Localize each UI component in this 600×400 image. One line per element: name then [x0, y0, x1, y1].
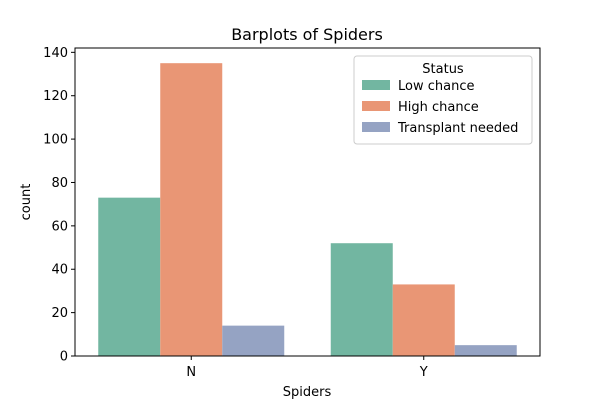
- bar-low-chance-y: [330, 243, 393, 356]
- chart-title: Barplots of Spiders: [231, 25, 383, 44]
- y-tick-label: 120: [43, 89, 68, 104]
- y-tick-label: 100: [43, 133, 68, 148]
- legend-swatch: [362, 80, 390, 90]
- y-tick-label: 40: [51, 263, 68, 278]
- legend-title: Status: [422, 62, 464, 77]
- legend-entry-label: Transplant needed: [397, 121, 518, 136]
- bar-high-chance-y: [392, 284, 455, 356]
- plot-frame: [74, 47, 541, 357]
- bar-high-chance-n: [160, 63, 223, 356]
- legend: Status Low chance High chance Transplant n…: [353, 55, 533, 145]
- y-tick-label: 60: [51, 219, 68, 234]
- bar-transplant-needed-n: [222, 325, 285, 356]
- y-axis-label: count: [19, 184, 34, 221]
- legend-entry-label: Low chance: [398, 79, 474, 94]
- y-tick-label: 140: [43, 46, 68, 61]
- x-tick-label: N: [186, 365, 196, 380]
- x-axis-label: Spiders: [283, 385, 332, 400]
- bar-low-chance-n: [98, 197, 161, 356]
- y-tick-label: 20: [51, 306, 68, 321]
- legend-swatch: [362, 101, 390, 111]
- bar-transplant-needed-y: [454, 345, 517, 356]
- bars-group: [98, 63, 517, 356]
- legend-entry-label: High chance: [398, 100, 479, 115]
- y-tick-label: 80: [51, 176, 68, 191]
- x-tick-label: Y: [419, 365, 428, 380]
- y-axis-ticks: 0 20 40 60 80 100 120 140: [43, 46, 75, 365]
- legend-box: [353, 55, 533, 145]
- y-tick-label: 0: [60, 350, 68, 365]
- legend-swatch: [362, 122, 390, 132]
